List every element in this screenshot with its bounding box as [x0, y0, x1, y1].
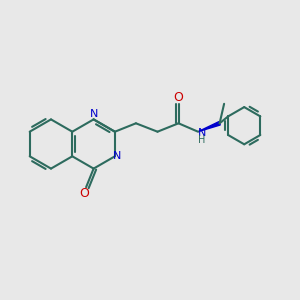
Text: H: H — [198, 135, 205, 145]
Text: O: O — [80, 187, 89, 200]
Text: N: N — [89, 109, 98, 119]
Text: N: N — [197, 128, 206, 138]
Text: N: N — [113, 151, 122, 161]
Text: O: O — [174, 91, 184, 104]
Polygon shape — [198, 122, 220, 132]
